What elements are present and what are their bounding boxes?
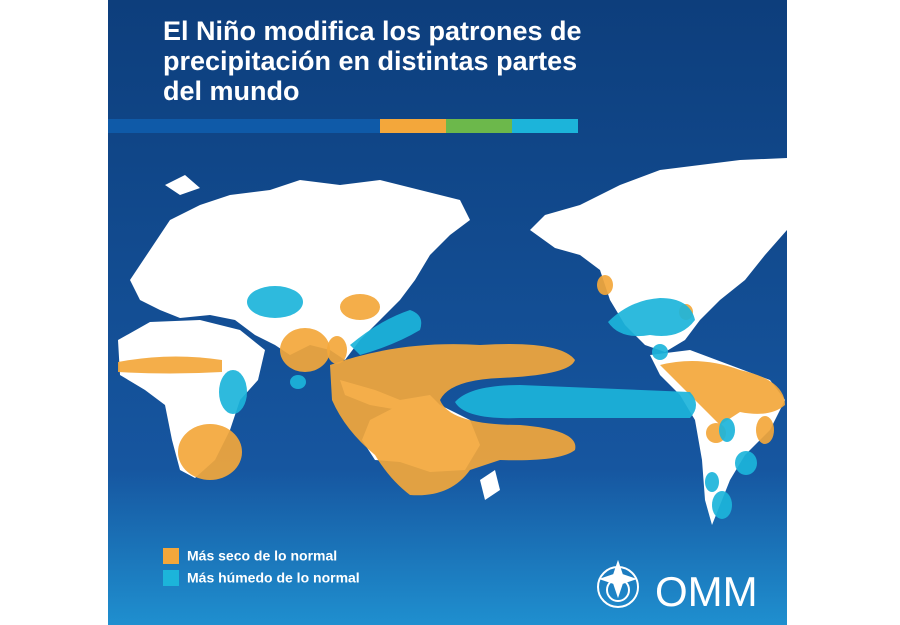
logo-emblem (597, 559, 639, 608)
legend-swatch (163, 548, 179, 564)
dry-region (118, 356, 222, 374)
wet-region (247, 286, 303, 318)
dry-region (756, 416, 774, 444)
wet-region (705, 472, 719, 492)
wet-region (219, 370, 247, 414)
color-bar (108, 119, 578, 133)
wet-region (735, 451, 757, 475)
title-line: precipitación en distintas partes (163, 46, 577, 76)
map (118, 158, 787, 525)
wet-region (608, 298, 695, 337)
wet-region (455, 385, 696, 419)
dry-region (327, 336, 347, 364)
landmass (165, 175, 410, 300)
dry-region (280, 328, 330, 372)
dry-region (330, 344, 576, 496)
landmass (480, 470, 500, 500)
wet-region (290, 375, 306, 389)
title-line: del mundo (163, 76, 300, 106)
dry-region (178, 424, 242, 480)
dry-region (597, 275, 613, 295)
wet-region (712, 491, 732, 519)
wet-region (652, 344, 668, 360)
wet-region (719, 418, 735, 442)
dry-region (340, 294, 380, 320)
legend-label: Más seco de lo normal (187, 548, 337, 564)
landmass (130, 180, 470, 360)
title-line: El Niño modifica los patrones de (163, 16, 582, 46)
legend-label: Más húmedo de lo normal (187, 570, 360, 586)
dry-regions (118, 275, 785, 496)
wet-region (350, 310, 422, 355)
logo-text: OMM (655, 568, 758, 615)
wet-regions (219, 286, 757, 519)
landmass (530, 158, 787, 352)
legend-swatch (163, 570, 179, 586)
dry-region (660, 361, 785, 425)
